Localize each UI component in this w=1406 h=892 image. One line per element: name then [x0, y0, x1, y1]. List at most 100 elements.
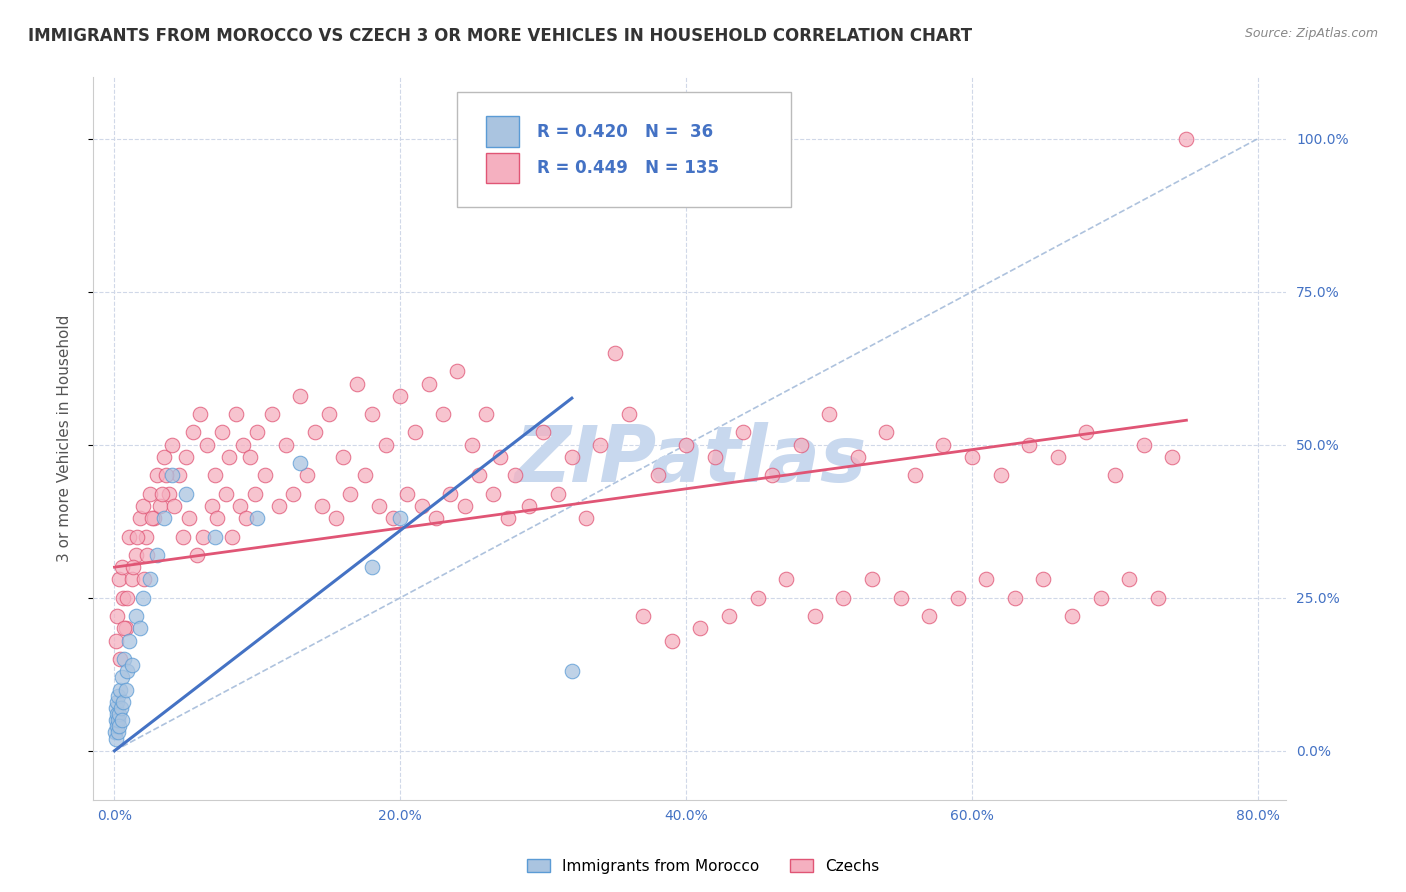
Point — [105, 609, 128, 624]
Point — [149, 499, 172, 513]
Point — [775, 573, 797, 587]
Point — [125, 548, 148, 562]
Point — [160, 468, 183, 483]
Point — [461, 438, 484, 452]
Text: Source: ZipAtlas.com: Source: ZipAtlas.com — [1244, 27, 1378, 40]
Point — [346, 376, 368, 391]
Text: IMMIGRANTS FROM MOROCCO VS CZECH 3 OR MORE VEHICLES IN HOUSEHOLD CORRELATION CHA: IMMIGRANTS FROM MOROCCO VS CZECH 3 OR MO… — [28, 27, 972, 45]
Point — [229, 499, 252, 513]
Point — [253, 468, 276, 483]
Point — [360, 560, 382, 574]
Point — [832, 591, 855, 605]
Point — [297, 468, 319, 483]
Point — [718, 609, 741, 624]
Point — [860, 573, 883, 587]
Point — [195, 438, 218, 452]
Point — [114, 652, 136, 666]
Point — [747, 591, 769, 605]
Point — [418, 376, 440, 391]
Point — [804, 609, 827, 624]
Point — [404, 425, 426, 440]
Point — [761, 468, 783, 483]
Point — [108, 652, 131, 666]
Point — [122, 560, 145, 574]
Point — [221, 530, 243, 544]
Point — [114, 621, 136, 635]
Point — [1018, 438, 1040, 452]
Point — [115, 682, 138, 697]
Text: R = 0.420   N =  36: R = 0.420 N = 36 — [537, 122, 713, 141]
Point — [157, 486, 180, 500]
Point — [932, 438, 955, 452]
Point — [733, 425, 755, 440]
Point — [139, 573, 162, 587]
Point — [1090, 591, 1112, 605]
Point — [110, 670, 132, 684]
Point — [153, 450, 176, 464]
Point — [121, 658, 143, 673]
Point — [367, 499, 389, 513]
Point — [703, 450, 725, 464]
Point — [107, 573, 129, 587]
Point — [132, 499, 155, 513]
Point — [246, 425, 269, 440]
Point — [146, 548, 169, 562]
Point — [118, 633, 141, 648]
Point — [174, 486, 197, 500]
Point — [134, 573, 156, 587]
Point — [107, 725, 129, 739]
Point — [125, 609, 148, 624]
Point — [976, 573, 998, 587]
Point — [153, 511, 176, 525]
Point — [181, 425, 204, 440]
Point — [1118, 573, 1140, 587]
Point — [260, 407, 283, 421]
Point — [904, 468, 927, 483]
Point — [139, 486, 162, 500]
Point — [117, 591, 139, 605]
Point — [1062, 609, 1084, 624]
Point — [135, 530, 157, 544]
Legend: Immigrants from Morocco, Czechs: Immigrants from Morocco, Czechs — [520, 853, 886, 880]
Point — [617, 407, 640, 421]
Point — [107, 707, 129, 722]
Point — [136, 548, 159, 562]
Point — [290, 456, 312, 470]
Point — [1004, 591, 1026, 605]
Point — [1104, 468, 1126, 483]
Point — [155, 468, 177, 483]
Point — [531, 425, 554, 440]
Point — [121, 573, 143, 587]
Point — [118, 530, 141, 544]
Point — [232, 438, 254, 452]
Point — [482, 486, 505, 500]
Point — [375, 438, 398, 452]
Point — [129, 621, 152, 635]
Point — [105, 707, 128, 722]
Point — [281, 486, 304, 500]
Point — [211, 425, 233, 440]
Point — [411, 499, 433, 513]
Point — [107, 713, 129, 727]
Point — [818, 407, 841, 421]
Point — [325, 511, 347, 525]
Point — [332, 450, 354, 464]
Point — [360, 407, 382, 421]
Point — [110, 701, 132, 715]
Point — [104, 725, 127, 739]
Point — [489, 450, 512, 464]
Point — [1175, 131, 1198, 145]
Point — [547, 486, 569, 500]
Point — [132, 591, 155, 605]
Point — [177, 511, 200, 525]
Point — [239, 450, 262, 464]
Point — [689, 621, 711, 635]
Point — [105, 719, 128, 733]
Point — [990, 468, 1012, 483]
Point — [432, 407, 454, 421]
Point — [112, 591, 135, 605]
Point — [115, 621, 138, 635]
Point — [186, 548, 208, 562]
Point — [104, 713, 127, 727]
Point — [439, 486, 461, 500]
